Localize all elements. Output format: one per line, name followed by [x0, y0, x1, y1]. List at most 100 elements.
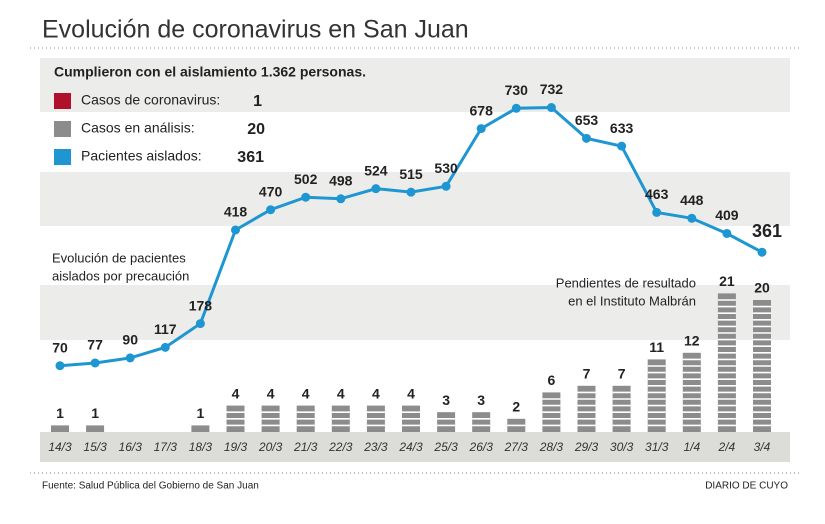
legend-value: 1: [253, 93, 262, 110]
bar: [717, 293, 736, 432]
x-tick-label: 18/3: [189, 440, 213, 454]
x-tick-label: 27/3: [504, 440, 529, 454]
x-tick-label: 20/3: [258, 440, 283, 454]
bar: [472, 412, 491, 432]
point-label: 77: [87, 337, 103, 353]
bar-label: 2: [512, 399, 520, 415]
point: [511, 103, 521, 113]
bar-label: 6: [548, 372, 556, 388]
x-tick-label: 23/3: [363, 440, 388, 454]
point-label: 530: [434, 160, 458, 176]
bar-label: 1: [56, 405, 64, 421]
point: [301, 192, 311, 202]
bar-label: 21: [719, 273, 735, 289]
point: [371, 184, 381, 194]
bar: [51, 425, 69, 432]
band: [40, 172, 790, 226]
x-tick-label: 19/3: [224, 440, 248, 454]
point-label: 463: [645, 186, 669, 202]
point: [231, 225, 240, 235]
x-tick-label: 17/3: [154, 440, 178, 454]
legend-label: Pacientes aislados:: [81, 148, 202, 164]
title: Evolución de coronavirus en San Juan: [42, 16, 469, 44]
point: [406, 187, 416, 197]
x-tick-label: 21/3: [293, 440, 318, 454]
point-label: 524: [364, 162, 388, 178]
point: [617, 141, 627, 151]
point-label: 732: [540, 81, 564, 97]
brand: DIARIO DE CUYO: [705, 481, 788, 492]
bar: [437, 412, 456, 432]
point-label: 70: [52, 339, 68, 355]
x-tick-label: 31/3: [645, 440, 669, 454]
legend-label: Casos en análisis:: [81, 120, 195, 136]
legend-label: Casos de coronavirus:: [81, 92, 220, 108]
bar: [86, 425, 105, 432]
bar-label: 4: [302, 385, 310, 401]
legend-swatch: [54, 93, 71, 109]
bar-label: 7: [583, 366, 591, 382]
point-label: 502: [294, 171, 318, 187]
point-label: 448: [680, 192, 704, 208]
bar-label: 4: [232, 385, 240, 401]
x-tick-label: 25/3: [433, 440, 458, 454]
x-tick-label: 2/4: [718, 440, 736, 454]
point: [652, 207, 662, 217]
point: [55, 361, 65, 371]
point: [125, 353, 135, 363]
x-tick-label: 28/3: [539, 440, 564, 454]
x-tick-label: 14/3: [48, 440, 72, 454]
band: [40, 58, 790, 112]
source: Fuente: Salud Pública del Gobierno de Sa…: [42, 481, 259, 492]
x-tick-label: 3/4: [754, 440, 771, 454]
bar-label: 12: [684, 333, 700, 349]
point-label: 515: [399, 166, 423, 182]
x-tick-label: 24/3: [398, 440, 423, 454]
point-label: 470: [259, 183, 283, 199]
x-tick-label: 22/3: [328, 440, 353, 454]
point-label: 361: [752, 221, 782, 241]
point-label: 653: [575, 112, 599, 128]
summary: Cumplieron con el aislamiento 1.362 pers…: [54, 64, 366, 80]
point-label: 409: [715, 207, 739, 223]
bar-label: 4: [337, 385, 345, 401]
point-label: 633: [610, 120, 634, 136]
axis-band: [40, 432, 790, 462]
point-label: 90: [122, 332, 138, 348]
bar-label: 1: [91, 405, 99, 421]
point: [722, 228, 732, 238]
point-label: 418: [224, 204, 248, 220]
x-tick-label: 26/3: [469, 440, 494, 454]
x-tick-label: 1/4: [683, 440, 700, 454]
bar-label: 4: [407, 385, 415, 401]
bar-label: 4: [267, 385, 275, 401]
bar-label: 7: [618, 366, 626, 382]
bar: [647, 359, 666, 432]
point: [476, 124, 486, 134]
annotation: Evolución de pacientes: [52, 250, 186, 265]
point: [266, 205, 276, 215]
bar: [612, 385, 631, 432]
bar-label: 3: [477, 392, 485, 408]
band: [40, 285, 790, 340]
x-tick-label: 15/3: [83, 440, 107, 454]
point: [160, 342, 170, 352]
annotation: en el Instituto Malbrán: [568, 293, 696, 308]
x-tick-label: 16/3: [119, 440, 143, 454]
point-label: 678: [470, 102, 494, 118]
legend-swatch: [54, 149, 71, 165]
point: [336, 194, 346, 204]
x-tick-label: 30/3: [610, 440, 634, 454]
point: [687, 213, 697, 223]
point-label: 178: [189, 297, 213, 313]
annotation: Pendientes de resultado: [556, 275, 696, 290]
point: [757, 247, 767, 257]
bar-label: 11: [649, 339, 664, 355]
legend-value: 361: [237, 149, 264, 166]
point: [90, 358, 100, 368]
bar-label: 1: [197, 405, 205, 421]
annotation: aislados por precaución: [52, 268, 189, 283]
bar-label: 3: [442, 392, 450, 408]
point: [546, 103, 556, 113]
point: [195, 319, 205, 329]
